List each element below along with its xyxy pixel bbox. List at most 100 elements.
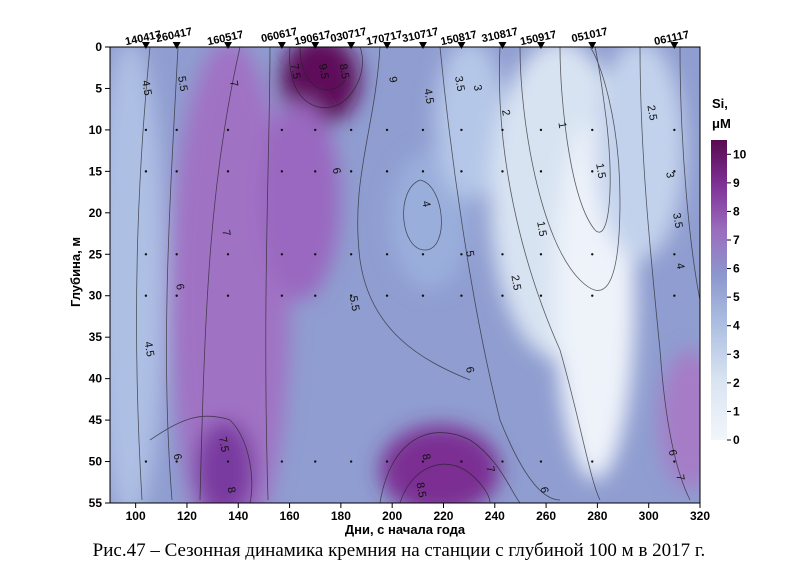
contour-label: 2 (499, 109, 512, 117)
station-marker (224, 42, 232, 49)
sample-point (144, 253, 148, 256)
y-tick-label: 35 (89, 330, 103, 344)
colorbar-tick-label: 8 (733, 204, 740, 218)
station-marker (588, 42, 597, 49)
station-marker (347, 42, 356, 49)
contour-label: 5.5 (175, 75, 189, 92)
contour-label: 5.5 (347, 295, 361, 312)
contour-label: 4.5 (421, 88, 435, 105)
sample-point (226, 128, 230, 132)
sample-point (539, 294, 543, 297)
x-tick-label: 260 (536, 509, 556, 523)
y-tick-label: 15 (89, 164, 103, 178)
y-tick-label: 30 (89, 289, 103, 303)
sample-point (280, 460, 284, 463)
sample-point (591, 253, 594, 256)
x-axis-label: Дни, с начала года (345, 522, 466, 537)
sample-point (421, 170, 425, 173)
sample-point (539, 170, 543, 173)
sample-point (349, 294, 353, 297)
sample-point (460, 170, 463, 173)
station-marker (172, 42, 181, 49)
contour-label: 3.5 (452, 75, 466, 92)
x-tick-label: 180 (331, 509, 351, 523)
contour-label: 7.5 (216, 436, 230, 453)
sample-point (175, 253, 178, 256)
sample-point (144, 460, 148, 463)
sample-point (385, 170, 389, 173)
sample-point (175, 460, 178, 463)
x-tick-label: 200 (382, 509, 402, 523)
colorbar-tick-label: 0 (733, 433, 740, 447)
sample-point (280, 294, 284, 297)
contour-label: 4.5 (142, 341, 156, 358)
sample-point (385, 294, 389, 297)
sample-point (349, 460, 353, 463)
sample-point (591, 294, 594, 297)
sample-point (280, 170, 284, 173)
colorbar-tick-label: 5 (733, 290, 740, 304)
station-date-label: 150817 (440, 29, 478, 48)
sample-point (314, 170, 317, 173)
contour-label: 6 (330, 167, 343, 175)
sample-point (226, 294, 230, 297)
colorbar-title-line1: Si, (712, 96, 728, 111)
y-tick-label: 20 (89, 206, 103, 220)
contour-field (110, 47, 700, 503)
contour-label: 7.5 (288, 63, 302, 80)
sample-point (175, 170, 178, 173)
contour-label: 8.5 (414, 481, 428, 498)
contour-label: 3 (471, 84, 484, 92)
colorbar-gradient (711, 140, 727, 440)
colorbar-tick-label: 9 (733, 176, 740, 190)
x-tick-label: 280 (587, 509, 607, 523)
sample-point (175, 294, 178, 297)
sample-point (673, 460, 676, 463)
sample-point (591, 128, 594, 132)
y-axis-label: Глубина, м (68, 237, 83, 307)
contour-label: 6 (171, 453, 184, 461)
x-tick-label: 320 (690, 509, 710, 523)
sample-point (349, 170, 353, 173)
station-date-label: 190617 (293, 29, 331, 48)
contour-label: 1 (555, 121, 568, 129)
station-marker (277, 42, 286, 49)
sample-point (673, 294, 676, 297)
contour-label: 6 (173, 283, 186, 291)
station-marker (536, 42, 545, 49)
y-tick-label: 25 (89, 247, 103, 261)
station-marker (141, 42, 150, 49)
sample-point (421, 294, 425, 297)
x-tick-label: 140 (228, 509, 248, 523)
sample-point (501, 460, 504, 463)
sample-point (349, 253, 353, 256)
sample-point (460, 294, 463, 297)
x-tick-label: 100 (126, 509, 146, 523)
sample-point (460, 460, 463, 463)
contour-label: 7 (219, 229, 232, 237)
sample-point (501, 294, 504, 297)
sample-point (226, 253, 230, 256)
sample-point (501, 128, 504, 132)
station-marker (457, 42, 466, 49)
contour-label: 8 (225, 486, 238, 494)
contour-label: 2.5 (508, 274, 522, 291)
colorbar-tick-label: 6 (733, 262, 740, 276)
sample-point (539, 460, 543, 463)
station-date-label: 160517 (206, 29, 244, 48)
y-tick-label: 45 (89, 413, 103, 427)
contour-label: 7 (673, 474, 686, 482)
sample-point (144, 170, 148, 173)
contour-label: 8 (419, 453, 432, 461)
sample-point (460, 128, 463, 132)
sample-point (591, 170, 594, 173)
station-marker (311, 42, 320, 49)
colorbar-tick-label: 2 (733, 376, 740, 390)
sample-point (144, 294, 148, 297)
y-tick-label: 5 (95, 81, 102, 95)
sample-point (349, 128, 353, 132)
y-tick-label: 10 (89, 123, 103, 137)
sample-point (673, 170, 676, 173)
contour-label: 4.5 (139, 79, 153, 96)
